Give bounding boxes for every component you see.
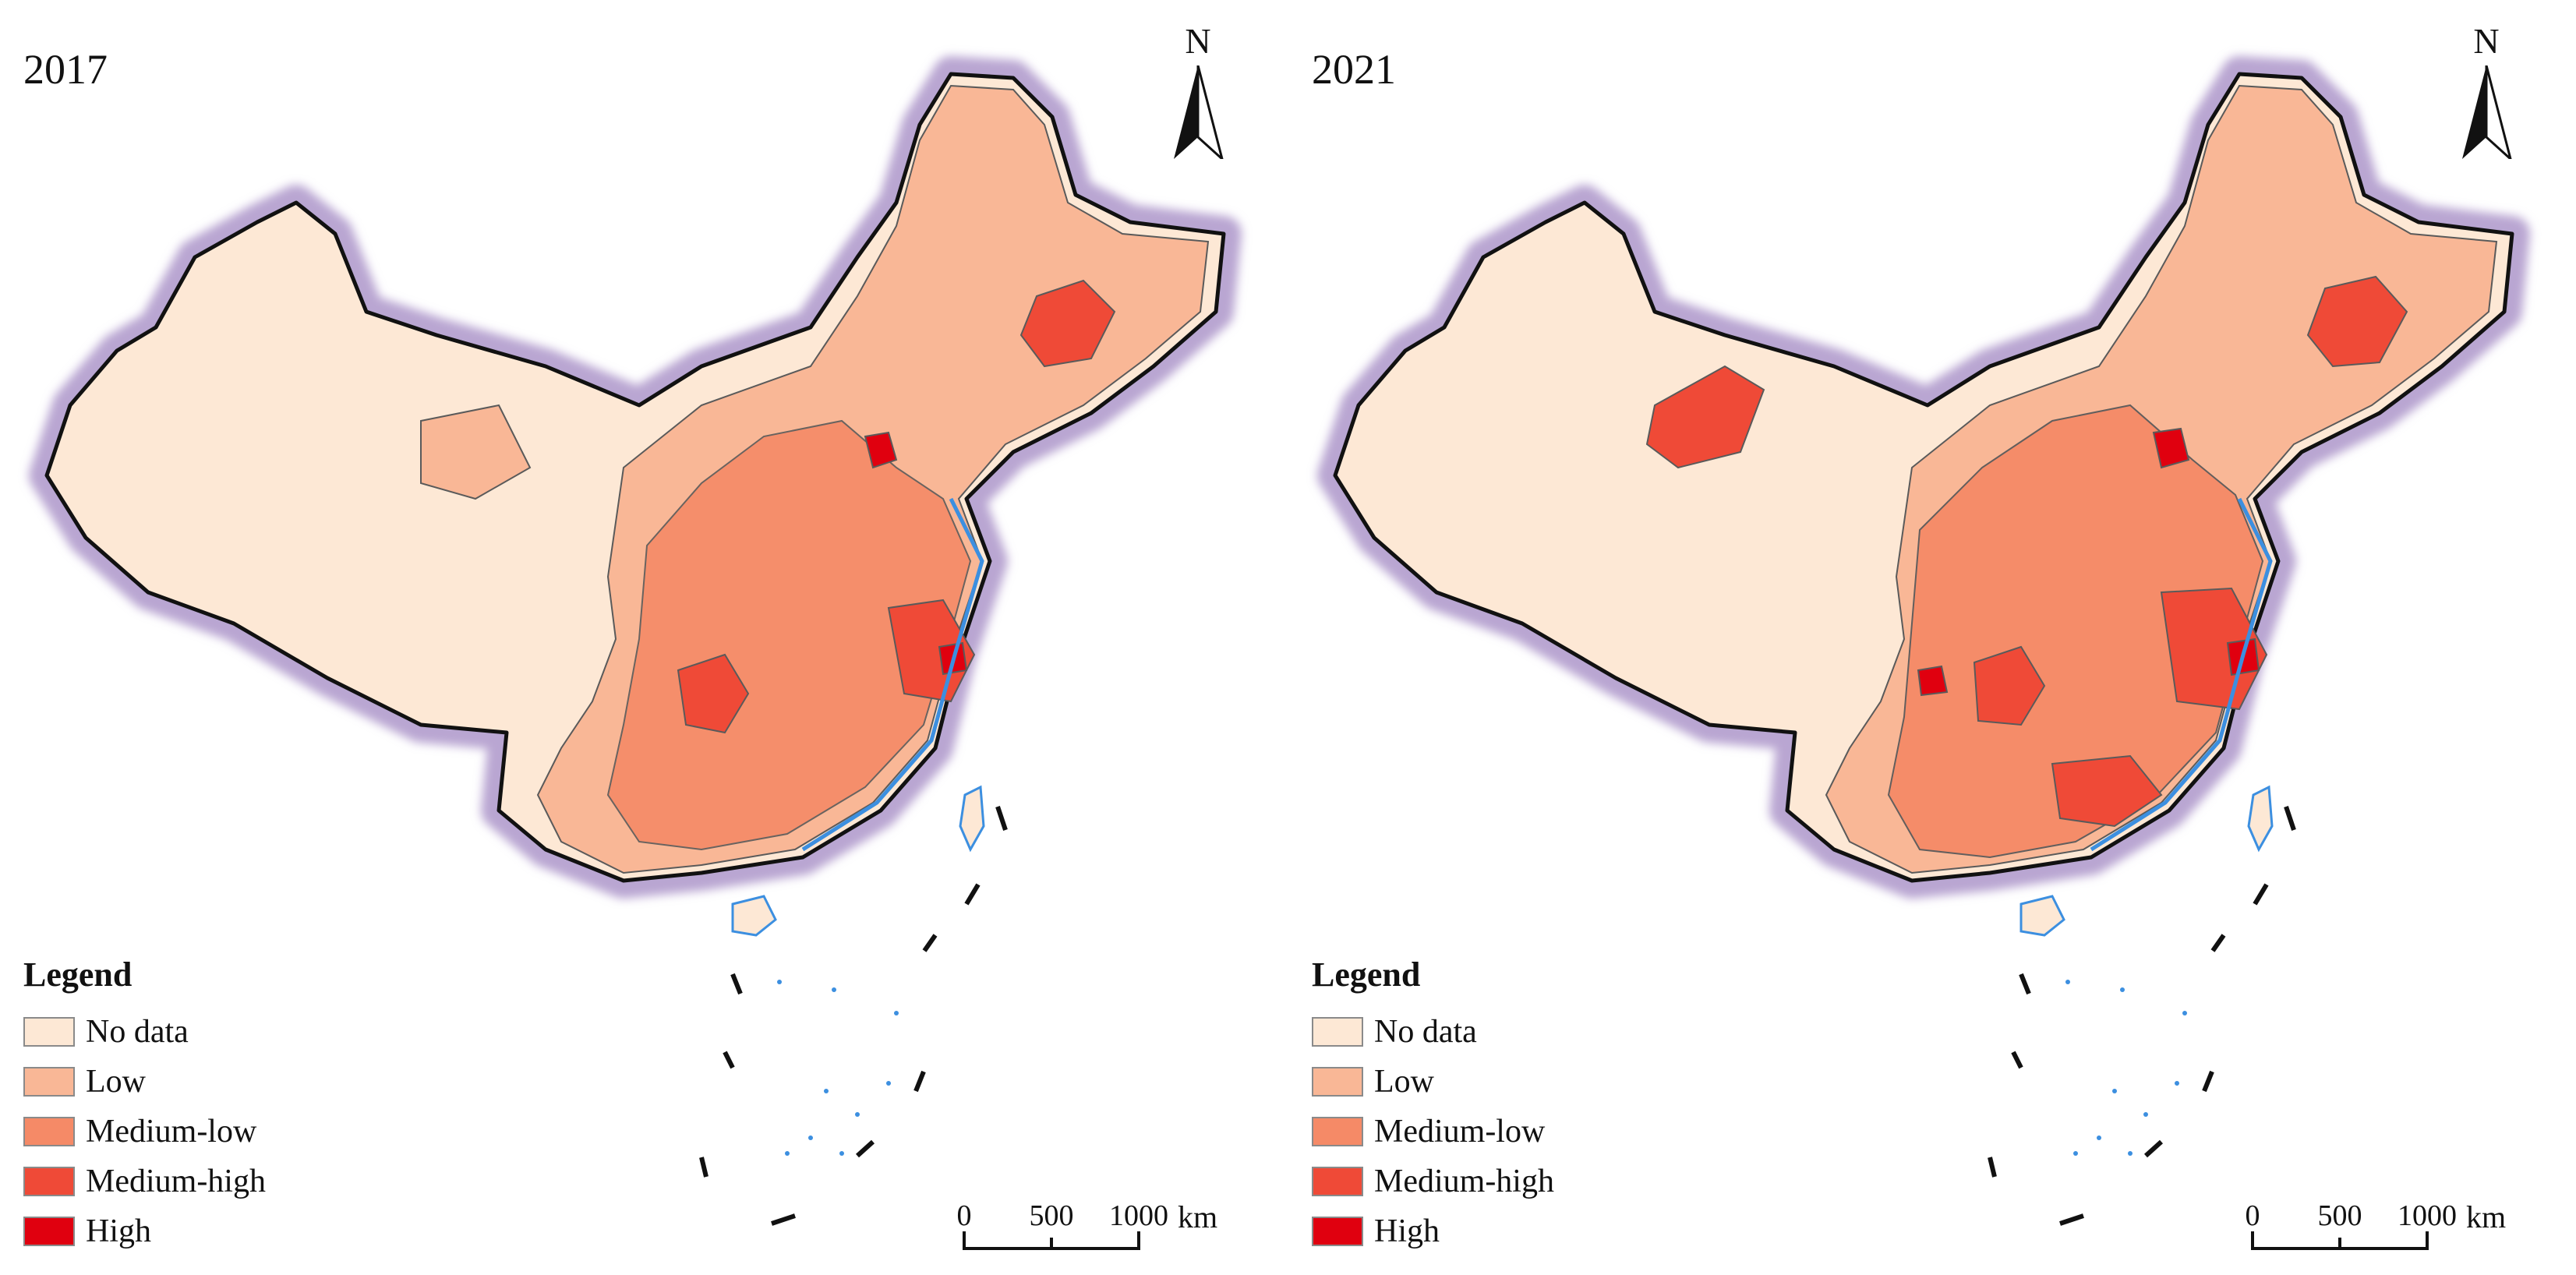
legend-swatch: [1312, 1067, 1363, 1097]
scale-tick-500: 500: [1029, 1199, 1074, 1232]
scale-tick-0: 0: [2245, 1199, 2260, 1232]
legend-item-high: High: [23, 1206, 320, 1256]
legend-label: No data: [1374, 1014, 1477, 1050]
legend-label: Medium-low: [1374, 1114, 1546, 1150]
legend-swatch: [23, 1017, 75, 1047]
dash-line-segments: [699, 806, 1008, 1226]
legend-swatch: [1312, 1017, 1363, 1047]
north-arrow-icon: [1174, 65, 1224, 159]
south-sea-islands: [2065, 980, 2187, 1156]
region-medium-high-sichuan: [677, 653, 750, 734]
scale-tick-0: 0: [956, 1199, 972, 1232]
region-medium-low-core: [1887, 404, 2264, 859]
legend-label: High: [1374, 1213, 1440, 1249]
legend-label: High: [86, 1213, 151, 1249]
legend-swatch: [23, 1067, 75, 1097]
china-map-2021: [1317, 56, 2530, 1226]
legend-item-medium-low: Medium-low: [1312, 1107, 1608, 1157]
panel-year: 2017: [23, 46, 108, 93]
island-hainan: [2019, 895, 2065, 937]
scale-tick-500: 500: [2317, 1199, 2362, 1232]
region-medium-high-ne: [2306, 275, 2408, 368]
dash-line-segments: [1988, 806, 2296, 1226]
north-arrow: N: [1169, 23, 1227, 160]
region-low-west-xinjiang: [420, 404, 532, 500]
legend-label: Medium-high: [86, 1164, 266, 1199]
legend-title: Legend: [23, 955, 133, 994]
legend-swatch: [1312, 1217, 1363, 1246]
legend-item-medium-high: Medium-high: [23, 1157, 320, 1206]
region-high-chengdu: [1917, 665, 1949, 697]
region-high-beijing: [2152, 427, 2190, 469]
panel-year: 2021: [1312, 46, 1396, 93]
north-label: N: [1185, 21, 1211, 61]
legend-title: Legend: [1312, 955, 1421, 994]
coastline: [2090, 497, 2273, 852]
legend-item-high: High: [1312, 1206, 1608, 1256]
region-medium-high-south: [2051, 754, 2163, 828]
legend-swatch: [23, 1167, 75, 1196]
legend-label: Low: [1374, 1064, 1434, 1100]
scale-bar-line: [2251, 1231, 2429, 1250]
legend-swatch: [23, 1117, 75, 1146]
map-legend: Legend No data Low Medium-low Medium-hig…: [23, 955, 320, 1256]
island-taiwan: [2247, 785, 2274, 853]
legend-swatch: [1312, 1167, 1363, 1196]
legend-item-low: Low: [23, 1057, 320, 1107]
legend-item-medium-low: Medium-low: [23, 1107, 320, 1157]
scale-unit: km: [1178, 1199, 1218, 1234]
scale-unit: km: [2466, 1199, 2507, 1234]
north-arrow-icon: [2462, 65, 2512, 159]
legend-label: Low: [86, 1064, 146, 1100]
map-legend: Legend No data Low Medium-low Medium-hig…: [1312, 955, 1608, 1256]
coastline: [801, 497, 984, 852]
island-hainan: [731, 895, 777, 937]
region-medium-high-inner-mongolia: [1645, 365, 1765, 469]
region-high-beijing: [864, 431, 898, 469]
map-panel-2017: 2017 N Legend No data Low Medium-low Med…: [23, 23, 1249, 1261]
legend-item-low: Low: [1312, 1057, 1608, 1107]
legend-item-no-data: No data: [1312, 1007, 1608, 1057]
island-taiwan: [959, 785, 985, 853]
north-label: N: [2473, 21, 2500, 61]
scale-tick-1000: 1000: [2398, 1199, 2457, 1232]
map-panel-2021: 2021 N Legend No data Low Medium-low Med…: [1288, 0, 2576, 1275]
region-medium-high-ne: [1019, 279, 1116, 368]
legend-item-medium-high: Medium-high: [1312, 1157, 1608, 1206]
scale-bar-line: [963, 1231, 1140, 1250]
legend-label: No data: [86, 1014, 189, 1050]
legend-swatch: [1312, 1117, 1363, 1146]
north-arrow: N: [2458, 23, 2515, 160]
legend-label: Medium-low: [86, 1114, 257, 1150]
south-sea-islands: [777, 980, 899, 1156]
region-medium-high-east: [2160, 587, 2268, 711]
region-medium-high-east: [887, 599, 976, 703]
legend-item-no-data: No data: [23, 1007, 320, 1057]
legend-swatch: [23, 1217, 75, 1246]
china-map-2017: [29, 56, 1242, 1226]
scale-bar: 0 500 1000 km: [2245, 1199, 2538, 1261]
legend-label: Medium-high: [1374, 1164, 1554, 1199]
scale-bar: 0 500 1000 km: [957, 1199, 1249, 1261]
scale-tick-1000: 1000: [1109, 1199, 1168, 1232]
region-medium-low-core: [606, 419, 972, 851]
region-medium-high-sichuan: [1973, 645, 2046, 726]
